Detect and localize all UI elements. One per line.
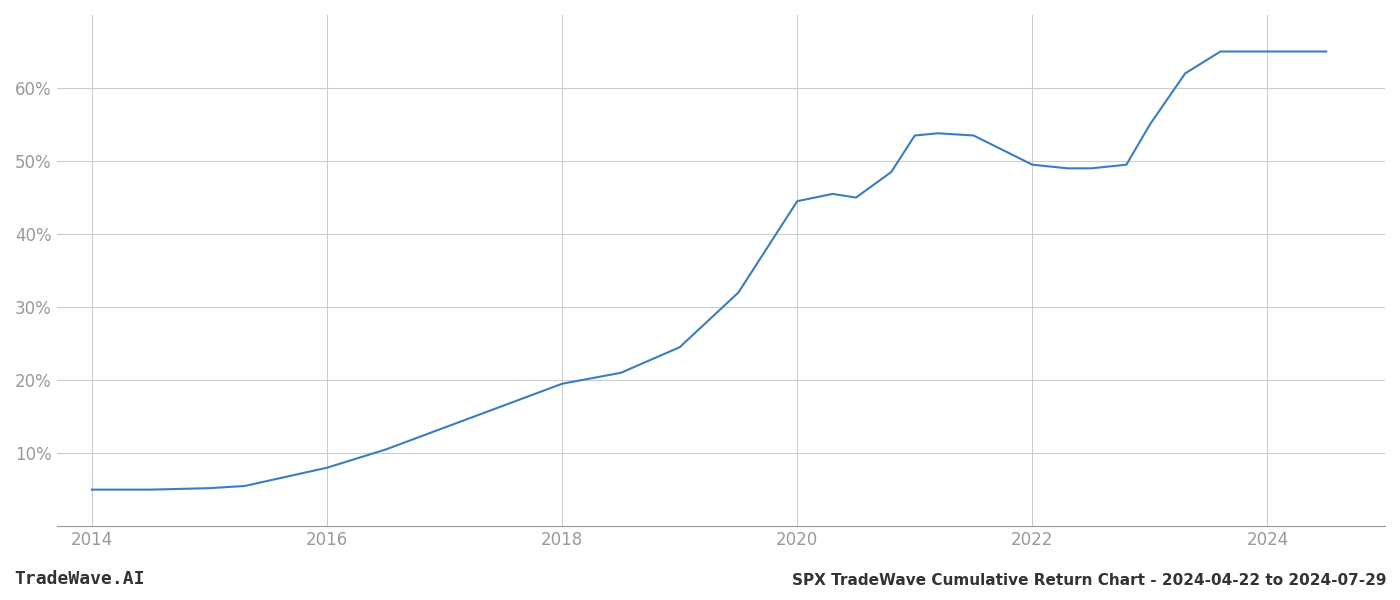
Text: SPX TradeWave Cumulative Return Chart - 2024-04-22 to 2024-07-29: SPX TradeWave Cumulative Return Chart - … [791, 573, 1386, 588]
Text: TradeWave.AI: TradeWave.AI [14, 570, 144, 588]
